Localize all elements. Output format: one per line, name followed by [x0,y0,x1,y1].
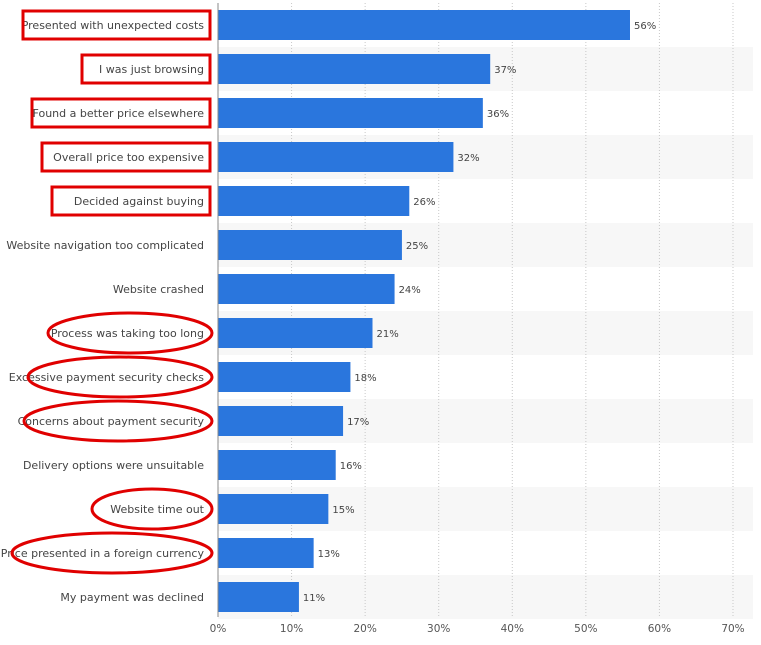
highlight-rectangle [21,9,212,41]
bar [218,186,410,216]
category-label: Price presented in a foreign currency [1,547,205,560]
category-label: Process was taking too long [51,327,204,340]
bar [218,54,491,84]
bar [218,98,483,128]
value-label: 17% [347,417,369,428]
category-label: I was just browsing [99,63,204,76]
bar [218,538,314,568]
value-label: 15% [332,505,354,516]
x-tick-label: 0% [210,623,227,635]
x-tick-label: 10% [280,623,303,635]
value-label: 32% [457,153,479,164]
value-label: 26% [413,197,435,208]
x-axis-tick-labels: 0% 10% 20% 30% 40% 50% 60% 70% [210,623,745,635]
value-label: 36% [487,109,509,120]
category-label: Found a better price elsewhere [33,107,205,120]
bar [218,362,351,392]
highlight-ellipse [90,487,214,531]
value-label: 21% [376,329,398,340]
x-tick-label: 40% [501,623,524,635]
bar [218,582,299,612]
category-labels: Presented with unexpected costs I was jus… [1,19,205,604]
highlight-rectangle [40,141,212,173]
category-label: Website crashed [113,283,204,296]
highlight-rectangle [80,53,212,85]
category-label: My payment was declined [60,591,204,604]
row-band [218,575,753,619]
highlight-ellipse [46,311,214,355]
x-tick-label: 50% [574,623,597,635]
value-label: 16% [340,461,362,472]
value-label: 24% [399,285,421,296]
category-label: Presented with unexpected costs [22,19,205,32]
category-label: Decided against buying [74,195,204,208]
highlight-rectangle [50,185,212,217]
bar [218,494,329,524]
category-label: Concerns about payment security [18,415,205,428]
bar [218,10,630,40]
category-label: Excessive payment security checks [9,371,204,384]
value-label: 25% [406,241,428,252]
highlight-ellipse [22,399,214,443]
bar [218,406,344,436]
category-label: Website navigation too complicated [6,239,204,252]
highlight-rectangle [30,97,212,129]
bar [218,450,336,480]
highlight-ellipse [26,355,214,399]
value-label: 13% [318,549,340,560]
x-tick-label: 70% [721,623,744,635]
value-labels: 56% 37% 36% 32% 26% 25% 24% 21% 18% 17% 16% 15% 13% 1… [303,21,656,604]
value-label: 37% [494,65,516,76]
x-tick-label: 60% [648,623,671,635]
bar [218,142,454,172]
x-tick-label: 30% [427,623,450,635]
highlight-ellipse [10,531,214,575]
x-tick-label: 20% [353,623,376,635]
bars [218,10,630,612]
value-label: 18% [354,373,376,384]
red-annotations [10,9,214,575]
value-label: 56% [634,21,656,32]
bar [218,230,402,260]
category-label: Overall price too expensive [53,151,204,164]
category-label: Delivery options were unsuitable [23,459,204,472]
value-label: 11% [303,593,325,604]
category-label: Website time out [110,503,204,516]
bar [218,274,395,304]
bar [218,318,373,348]
